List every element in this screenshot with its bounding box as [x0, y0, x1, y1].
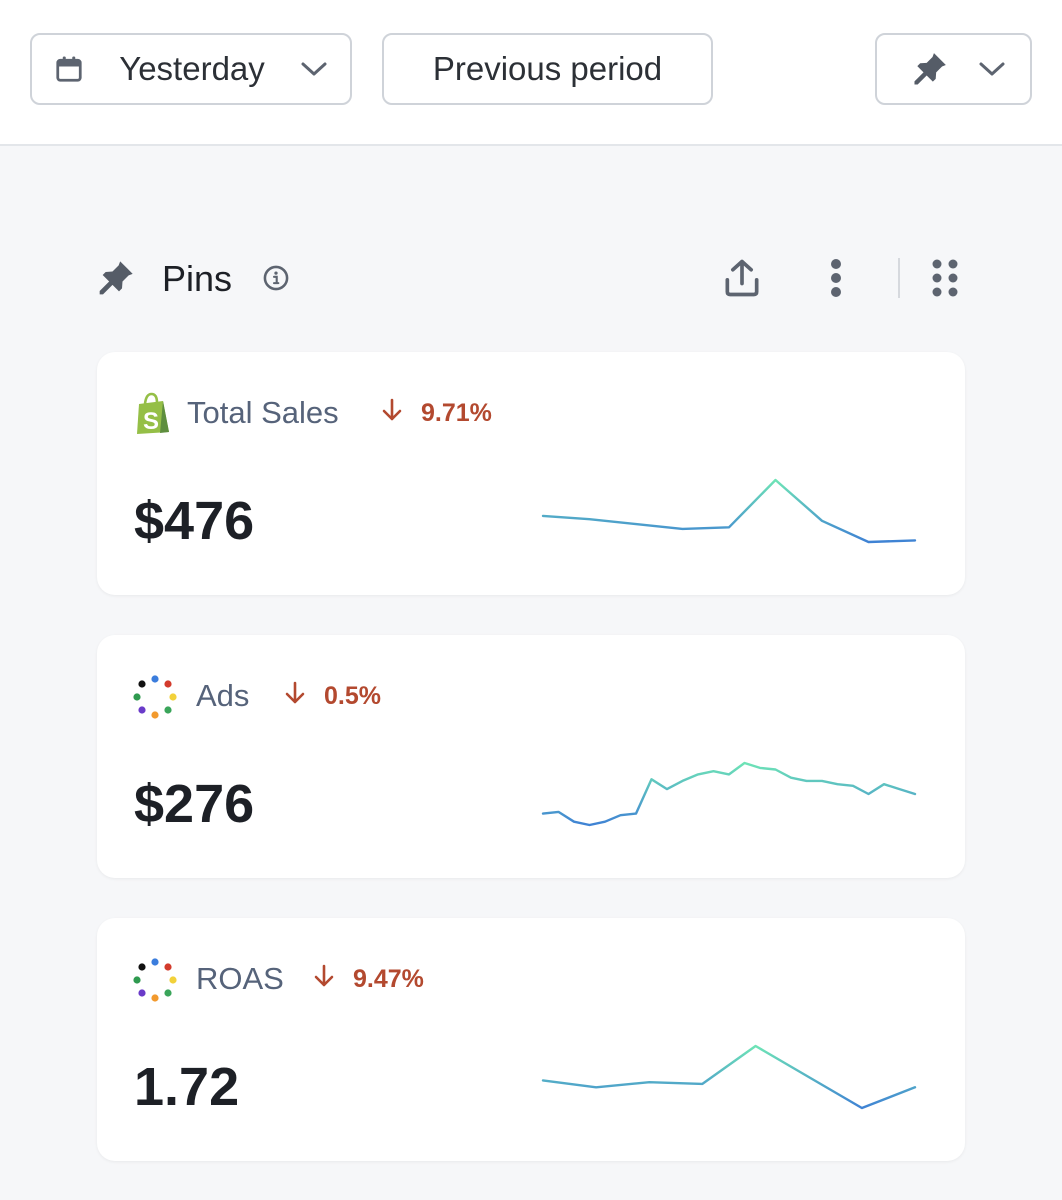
sparkline-chart [541, 478, 917, 544]
ads-logo-icon [133, 958, 177, 1007]
shopify-logo-icon: S [133, 392, 173, 441]
compare-period-button[interactable]: Previous period [382, 33, 713, 105]
delta-badge: 9.47% [313, 964, 424, 995]
section-title: Pins [162, 258, 233, 299]
metric-value: $276 [134, 774, 255, 834]
toolbar-divider [898, 258, 900, 298]
metric-card-roas[interactable]: ROAS 9.47% 1.72 [97, 918, 965, 1161]
sparkline-chart [541, 761, 917, 827]
date-range-label: Yesterday [119, 50, 265, 87]
calendar-icon [54, 54, 84, 84]
pins-section-header: Pins [96, 248, 966, 308]
metric-card-ads[interactable]: Ads 0.5% $276 [97, 635, 965, 878]
metric-label: Ads [196, 678, 250, 713]
pin-menu-button[interactable] [875, 33, 1032, 105]
delta-value: 9.71% [421, 399, 492, 427]
drag-grid-icon[interactable] [932, 258, 958, 303]
arrow-down-icon [284, 681, 324, 712]
share-upload-icon[interactable] [720, 256, 764, 305]
pin-icon [911, 50, 949, 88]
metric-card-total-sales[interactable]: S Total Sales 9.71% $476 [97, 352, 965, 595]
arrow-down-icon [381, 398, 421, 429]
pin-icon [96, 258, 136, 303]
delta-value: 0.5% [324, 682, 381, 710]
metric-label: Total Sales [187, 395, 339, 430]
delta-badge: 0.5% [284, 681, 381, 712]
metric-label: ROAS [196, 961, 284, 996]
svg-text:S: S [143, 408, 159, 435]
metric-value: $476 [134, 491, 255, 551]
metric-value: 1.72 [134, 1057, 240, 1117]
chevron-down-icon [978, 60, 1006, 78]
more-vertical-icon[interactable] [829, 258, 843, 303]
top-toolbar: Yesterday Previous period [0, 0, 1062, 146]
sparkline-series [541, 478, 917, 544]
delta-value: 9.47% [353, 965, 424, 993]
sparkline-chart [541, 1044, 917, 1110]
sparkline-series [541, 761, 917, 827]
arrow-down-icon [313, 964, 353, 995]
compare-period-label: Previous period [432, 50, 663, 87]
chevron-down-icon [300, 60, 328, 78]
delta-badge: 9.71% [381, 398, 492, 429]
sparkline-series [541, 1044, 917, 1110]
date-range-button[interactable]: Yesterday [30, 33, 352, 105]
ads-logo-icon [133, 675, 177, 724]
info-icon[interactable] [262, 264, 290, 297]
